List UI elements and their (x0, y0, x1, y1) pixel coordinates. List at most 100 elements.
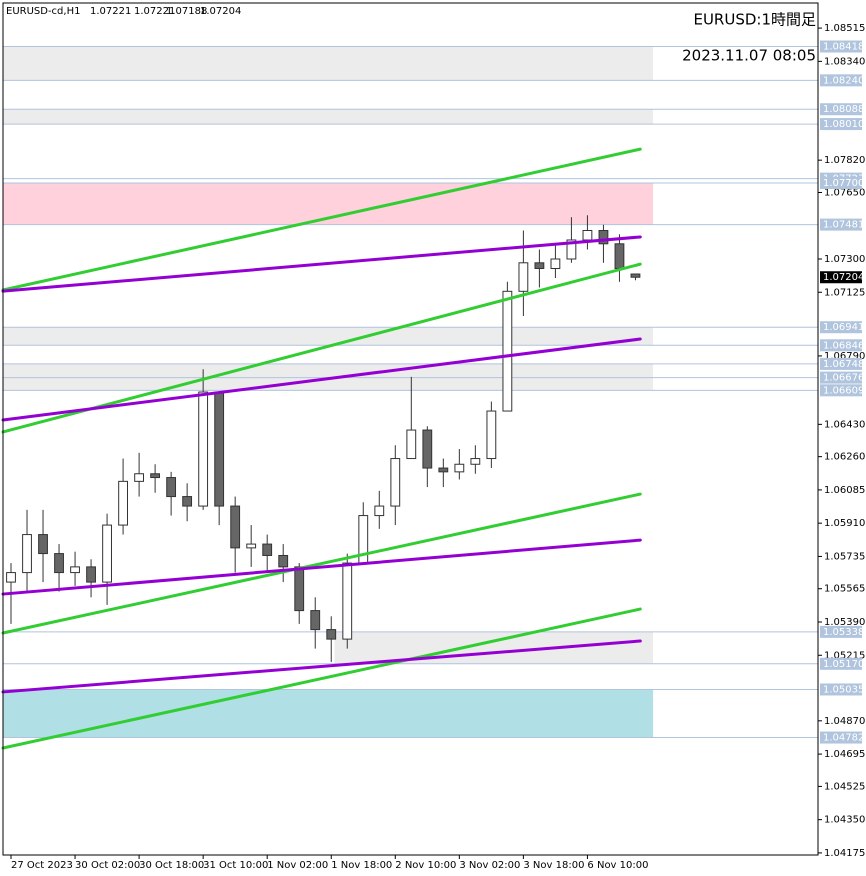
symbol-label: EURUSD-cd,H1 (6, 6, 80, 17)
candle-body (454, 463, 465, 473)
x-tick-label: 31 Oct 10:00 (203, 860, 268, 871)
chart-title: EURUSD:1時間足 (693, 11, 816, 29)
candle-body (262, 543, 273, 556)
candle-body (70, 566, 80, 574)
candle-body (6, 572, 16, 583)
level-label-bg (820, 371, 862, 384)
plot-layer (1, 46, 818, 750)
candle-body (406, 429, 417, 460)
level-label: 1.08010 (823, 119, 864, 130)
candle-body (582, 229, 593, 241)
y-tick-label: 1.05565 (824, 584, 865, 595)
x-tick-label: 1 Nov 02:00 (267, 860, 328, 871)
level-label: 1.05338 (823, 627, 864, 638)
level-label-bg (820, 218, 862, 231)
candle-body (150, 473, 161, 479)
y-tick-label: 1.07650 (824, 187, 865, 198)
x-tick-label: 6 Nov 10:00 (587, 860, 648, 871)
level-label-bg (820, 731, 862, 744)
ohlc-close: 1.07204 (200, 6, 241, 17)
y-tick-label: 1.05390 (824, 617, 865, 628)
y-tick-label: 1.05910 (824, 518, 865, 529)
candle-body (278, 554, 289, 568)
y-tick-label: 1.04175 (824, 848, 865, 859)
candle-body (534, 262, 545, 270)
zone (334, 631, 654, 664)
candle-body (566, 239, 577, 260)
chart-subtitle: 2023.11.07 08:05 (682, 47, 816, 65)
level-label-bg (820, 384, 862, 397)
y-tick-label: 1.08340 (824, 56, 865, 67)
level-label: 1.08088 (823, 104, 864, 115)
candle-body (310, 610, 321, 631)
candle-body (246, 543, 257, 549)
x-tick-label: 3 Nov 02:00 (459, 860, 520, 871)
current-price-bg (820, 271, 862, 284)
x-tick-label: 30 Oct 18:00 (139, 860, 204, 871)
trend-line (1, 639, 642, 694)
level-label: 1.04782 (823, 733, 864, 744)
y-tick-label: 1.05215 (824, 650, 865, 661)
candle-body (230, 505, 241, 549)
level-label: 1.05170 (823, 659, 864, 670)
level-label: 1.07700 (823, 178, 864, 189)
level-label-bg (820, 625, 862, 638)
candle-body (374, 505, 385, 517)
ohlc-low: 1.07188 (166, 6, 207, 17)
candle-body (182, 496, 193, 507)
candle-body (550, 258, 561, 270)
x-tick-label: 3 Nov 18:00 (523, 860, 584, 871)
level-label: 1.06941 (823, 322, 864, 333)
y-tick-label: 1.06260 (824, 452, 865, 463)
candle-body (486, 410, 497, 460)
zone (3, 689, 654, 738)
level-label: 1.06676 (823, 373, 864, 384)
candle-body (342, 562, 353, 640)
trend-line (1, 492, 642, 635)
candle-body (86, 566, 96, 583)
level-label-bg (820, 683, 862, 696)
candle-body (390, 458, 401, 507)
y-tick-label: 1.04870 (824, 716, 865, 727)
y-tick-label: 1.06085 (824, 485, 865, 496)
y-tick-label: 1.04350 (824, 815, 865, 826)
candle-body (134, 473, 145, 482)
y-tick-label: 1.07300 (824, 254, 865, 265)
ohlc-open: 1.07221 (90, 6, 131, 17)
x-tick-label: 30 Oct 02:00 (75, 860, 140, 871)
candle-body (470, 458, 481, 465)
y-tick-label: 1.07820 (824, 155, 865, 166)
candle-body (518, 262, 529, 292)
y-tick-label: 1.06430 (824, 419, 865, 430)
zone (3, 46, 654, 81)
level-label-bg (820, 118, 862, 131)
y-tick-label: 1.06790 (824, 351, 865, 362)
plot-frame (2, 2, 819, 856)
trend-line (1, 262, 642, 434)
level-label-bg (820, 657, 862, 670)
candle-body (198, 391, 209, 507)
zone (3, 109, 654, 125)
x-tick-label: 2 Nov 10:00 (395, 860, 456, 871)
candle-body (598, 229, 609, 245)
candle-body (38, 534, 48, 555)
level-label-bg (820, 321, 862, 334)
y-tick-label: 1.04525 (824, 781, 865, 792)
level-label-bg (820, 339, 862, 352)
candle-body (214, 391, 225, 507)
candle-body (502, 290, 513, 412)
ohlc-high: 1.07221 (134, 6, 175, 17)
level-label: 1.07481 (823, 220, 864, 231)
level-label-bg (820, 40, 862, 53)
y-tick-label: 1.07125 (824, 287, 865, 298)
level-label: 1.06846 (823, 340, 864, 351)
level-label: 1.05035 (823, 684, 864, 695)
y-tick-label: 1.05735 (824, 551, 865, 562)
candle-body (438, 467, 449, 473)
level-label: 1.08418 (823, 42, 864, 53)
candle-body (614, 243, 625, 270)
candle-body (22, 534, 32, 574)
candle-body (326, 629, 337, 640)
